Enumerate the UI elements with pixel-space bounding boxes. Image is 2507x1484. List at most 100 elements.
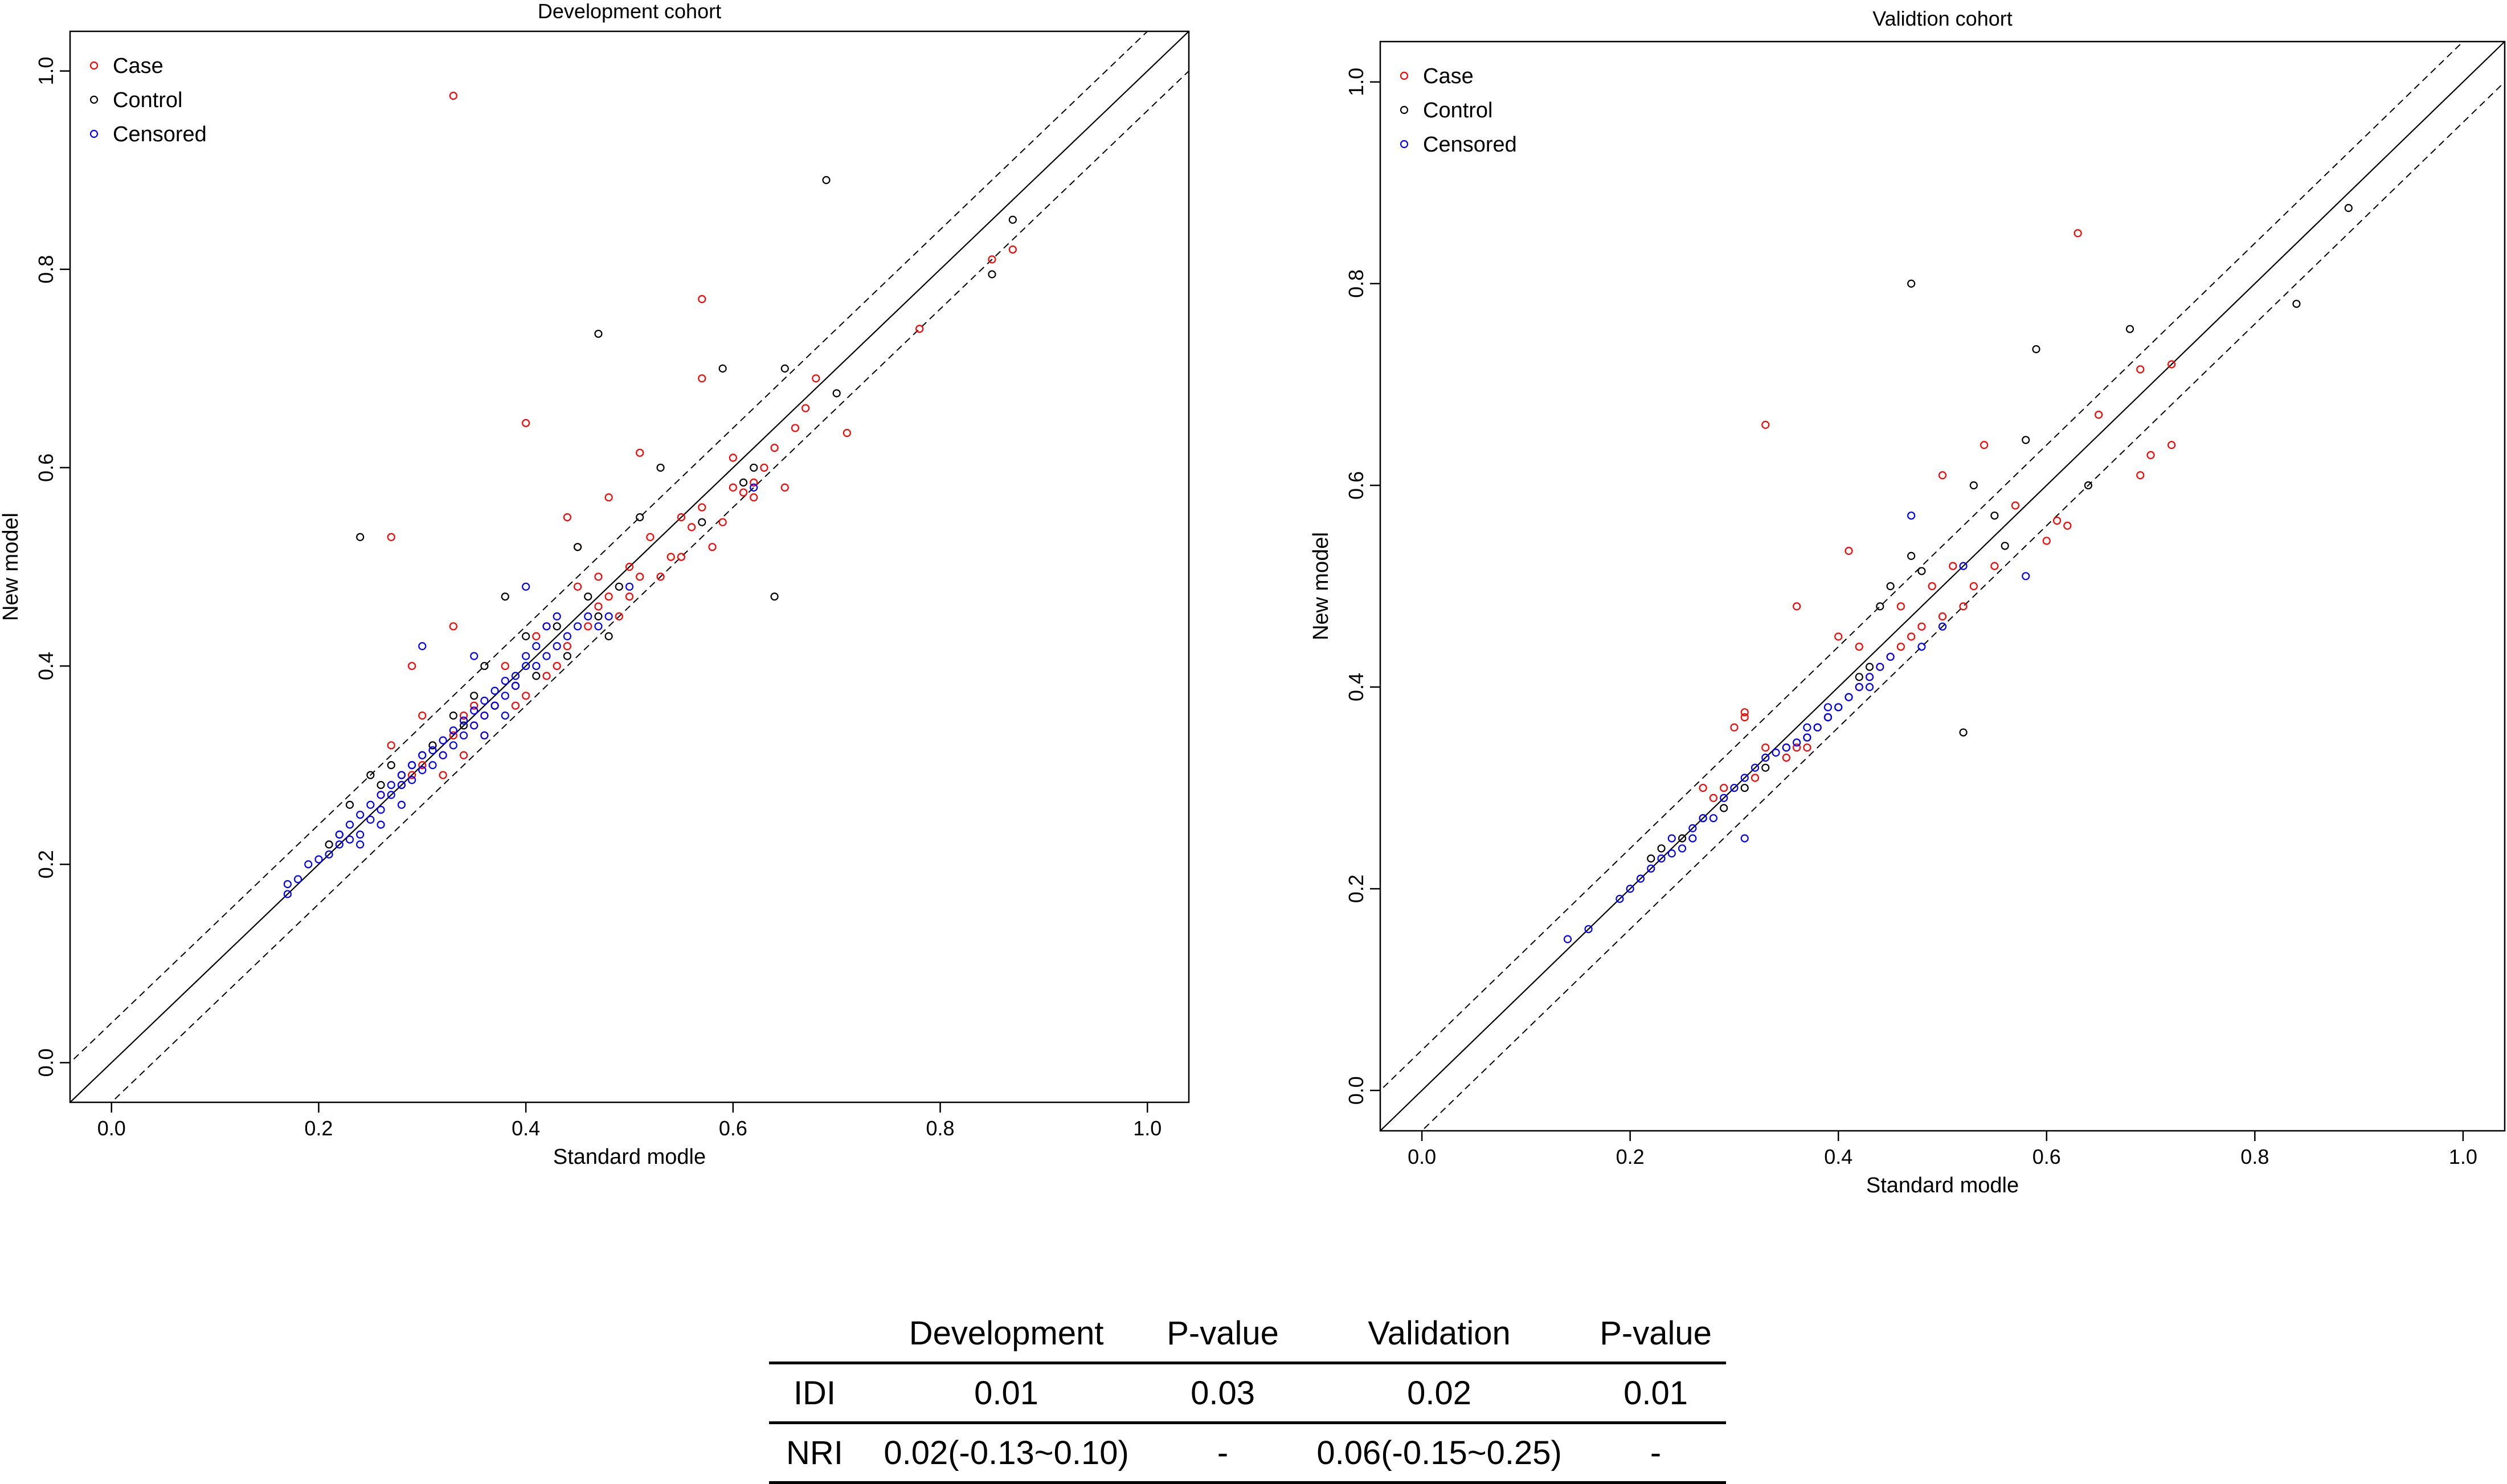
- y-tick-label: 0.2: [1344, 874, 1368, 903]
- table-row: NRI 0.02(-0.13~0.10) - 0.06(-0.15~0.25) …: [769, 1423, 1726, 1483]
- y-tick-label: 1.0: [34, 57, 58, 85]
- table-header-dev-pvalue: P-value: [1167, 1314, 1279, 1352]
- data-point-case: [1855, 643, 1863, 651]
- data-point-censored: [470, 652, 479, 660]
- x-tick-label: 0.6: [719, 1117, 747, 1140]
- data-point-case: [915, 325, 924, 333]
- legend-marker-case: [1400, 71, 1409, 80]
- data-point-case: [594, 573, 603, 581]
- table-header-row: Development P-value Validation P-value: [769, 1305, 1726, 1363]
- data-point-case: [1959, 602, 1968, 611]
- data-point-control: [325, 840, 333, 849]
- table-header-val-pvalue: P-value: [1600, 1314, 1712, 1352]
- data-point-censored: [283, 880, 292, 889]
- data-point-control: [594, 329, 603, 338]
- lower-band-line: [111, 70, 1189, 1102]
- data-point-censored: [1803, 733, 1811, 742]
- data-point-control: [1740, 783, 1749, 792]
- lower-band-line: [1421, 81, 2505, 1131]
- data-point-control: [2001, 542, 2009, 550]
- data-point-case: [459, 712, 468, 720]
- data-point-control: [656, 463, 665, 472]
- series-case: [377, 92, 1017, 799]
- data-point-control: [470, 692, 479, 700]
- data-point-control: [459, 721, 468, 730]
- data-point-case: [625, 562, 634, 571]
- data-point-censored: [387, 791, 395, 799]
- data-point-censored: [325, 850, 333, 858]
- data-point-control: [1678, 834, 1687, 843]
- x-axis-label: Standard modle: [553, 1145, 706, 1169]
- development-cohort-panel: Development cohort 0.0 0.2 0.4 0.6 0.8 1.0 0.0 0…: [0, 0, 1253, 1225]
- data-point-case: [2136, 365, 2145, 374]
- data-point-censored: [1876, 663, 1884, 671]
- data-point-case: [2052, 516, 2062, 525]
- x-tick-label: 0.4: [1824, 1145, 1852, 1168]
- data-point-control: [377, 780, 385, 790]
- data-point-case: [1740, 713, 1749, 722]
- data-point-case: [718, 518, 727, 526]
- data-point-censored: [532, 661, 541, 671]
- data-point-case: [418, 761, 427, 770]
- y-tick-label: 0.0: [1344, 1076, 1368, 1105]
- data-point-case: [760, 463, 768, 472]
- legend-label-case: Case: [1423, 64, 1474, 88]
- y-tick-label: 0.0: [34, 1048, 58, 1077]
- x-tick-label: 0.2: [304, 1117, 333, 1140]
- x-tick-label: 1.0: [1133, 1117, 1162, 1140]
- table-header-validation: Validation: [1368, 1314, 1511, 1352]
- data-point-censored: [408, 761, 416, 770]
- data-point-censored: [490, 686, 499, 695]
- plot-frame: [1379, 40, 2506, 1132]
- data-point-control: [1959, 728, 1968, 737]
- x-tick-label: 1.0: [2449, 1145, 2477, 1168]
- data-point-case: [843, 428, 851, 438]
- data-point-censored: [1823, 703, 1833, 712]
- data-point-censored: [1782, 743, 1790, 752]
- data-point-case: [770, 444, 779, 452]
- data-point-censored: [449, 726, 457, 735]
- data-point-case: [563, 513, 571, 522]
- y-tick-label: 0.4: [34, 652, 58, 680]
- x-tick-label: 0.8: [926, 1117, 955, 1140]
- data-point-censored: [1699, 814, 1707, 823]
- data-point-control: [1657, 844, 1666, 853]
- data-point-control: [1886, 582, 1895, 591]
- data-point-censored: [356, 830, 365, 839]
- data-point-case: [1928, 582, 1936, 591]
- data-point-censored: [418, 751, 427, 759]
- data-point-censored: [459, 716, 468, 725]
- reference-lines: [1380, 42, 2505, 1131]
- data-point-control: [345, 800, 354, 809]
- x-axis-label: Standard modle: [1866, 1174, 2019, 1197]
- legend-marker-control: [89, 95, 99, 104]
- data-point-censored: [449, 741, 457, 750]
- data-point-censored: [522, 582, 530, 591]
- data-point-case: [604, 493, 613, 502]
- data-point-censored: [1626, 885, 1634, 893]
- data-point-censored: [397, 771, 406, 779]
- data-point-case: [1907, 632, 1916, 641]
- data-point-case: [408, 771, 416, 779]
- data-point-censored: [480, 712, 489, 720]
- legend: Case Control Censored: [89, 54, 207, 146]
- data-point-censored: [366, 800, 375, 809]
- data-point-case: [522, 692, 530, 700]
- legend: Case Control Censored: [1400, 64, 1517, 157]
- data-point-case: [2042, 537, 2051, 545]
- data-point-control: [604, 632, 613, 640]
- data-point-censored: [1563, 935, 1572, 943]
- data-point-case: [449, 731, 457, 740]
- data-point-case: [739, 488, 748, 497]
- data-point-case: [511, 701, 520, 710]
- data-point-case: [2167, 441, 2176, 449]
- validation-cohort-panel: Validtion cohort 0.0 0.2 0.4 0.6 0.8 1.0 0.0 0.2…: [1253, 0, 2507, 1225]
- data-point-control: [1720, 804, 1728, 812]
- idi-validation-pvalue: 0.01: [1623, 1374, 1688, 1412]
- data-point-case: [812, 374, 820, 383]
- data-point-censored: [428, 746, 437, 755]
- data-point-case: [449, 92, 457, 100]
- data-point-censored: [397, 800, 406, 809]
- y-tick-label: 0.8: [1344, 269, 1368, 298]
- data-point-control: [449, 712, 457, 720]
